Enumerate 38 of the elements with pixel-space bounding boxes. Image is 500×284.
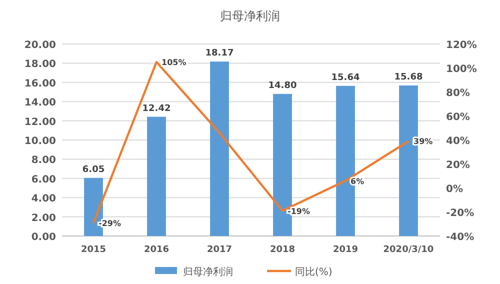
y2-tick-label: 80% [446, 88, 470, 99]
chart-title: 归母净利润 [220, 9, 280, 23]
y2-tick-label: -20% [446, 208, 474, 219]
data-label: 105% [162, 58, 186, 67]
y2-tick-label: 100% [446, 64, 477, 75]
y-tick-label: 0.00 [31, 232, 56, 243]
y2-tick-label: 60% [446, 112, 470, 123]
y2-tick-label: 40% [446, 136, 470, 147]
legend-label: 同比(%) [295, 266, 332, 278]
y-tick-label: 20.00 [24, 40, 56, 51]
data-label: 14.80 [268, 80, 297, 91]
x-tick-label: 2018 [270, 245, 296, 255]
y-tick-label: 12.00 [24, 116, 56, 128]
y2-tick-label: -40% [446, 232, 474, 243]
y-tick-label: 6.00 [31, 174, 56, 186]
y-tick-label: 10.00 [24, 136, 56, 147]
data-label: 6.05 [82, 164, 105, 175]
data-label: 15.68 [394, 72, 423, 82]
y-tick-label: 18.00 [24, 59, 56, 70]
data-label: 12.42 [142, 104, 171, 114]
y-tick-label: 14.00 [24, 98, 56, 109]
x-tick-label: 2017 [206, 245, 232, 255]
y2-tick-label: 20% [446, 160, 470, 171]
data-label: 18.17 [205, 48, 234, 59]
x-tick-label: 2019 [332, 245, 358, 255]
bar [147, 116, 166, 236]
x-tick-label: 2020/3/10 [383, 245, 434, 255]
y-tick-label: 2.00 [31, 212, 56, 224]
data-label: 15.64 [331, 72, 360, 83]
y-tick-label: 16.00 [24, 78, 56, 90]
y2-tick-label: 0% [446, 184, 463, 195]
bar [210, 62, 229, 236]
y2-tick-label: 120% [446, 40, 477, 51]
x-tick-label: 2016 [144, 245, 170, 255]
y-tick-label: 8.00 [31, 155, 56, 166]
y-tick-label: 4.00 [31, 194, 56, 205]
legend-label: 归母净利润 [183, 266, 233, 278]
x-tick-label: 2015 [80, 245, 106, 255]
